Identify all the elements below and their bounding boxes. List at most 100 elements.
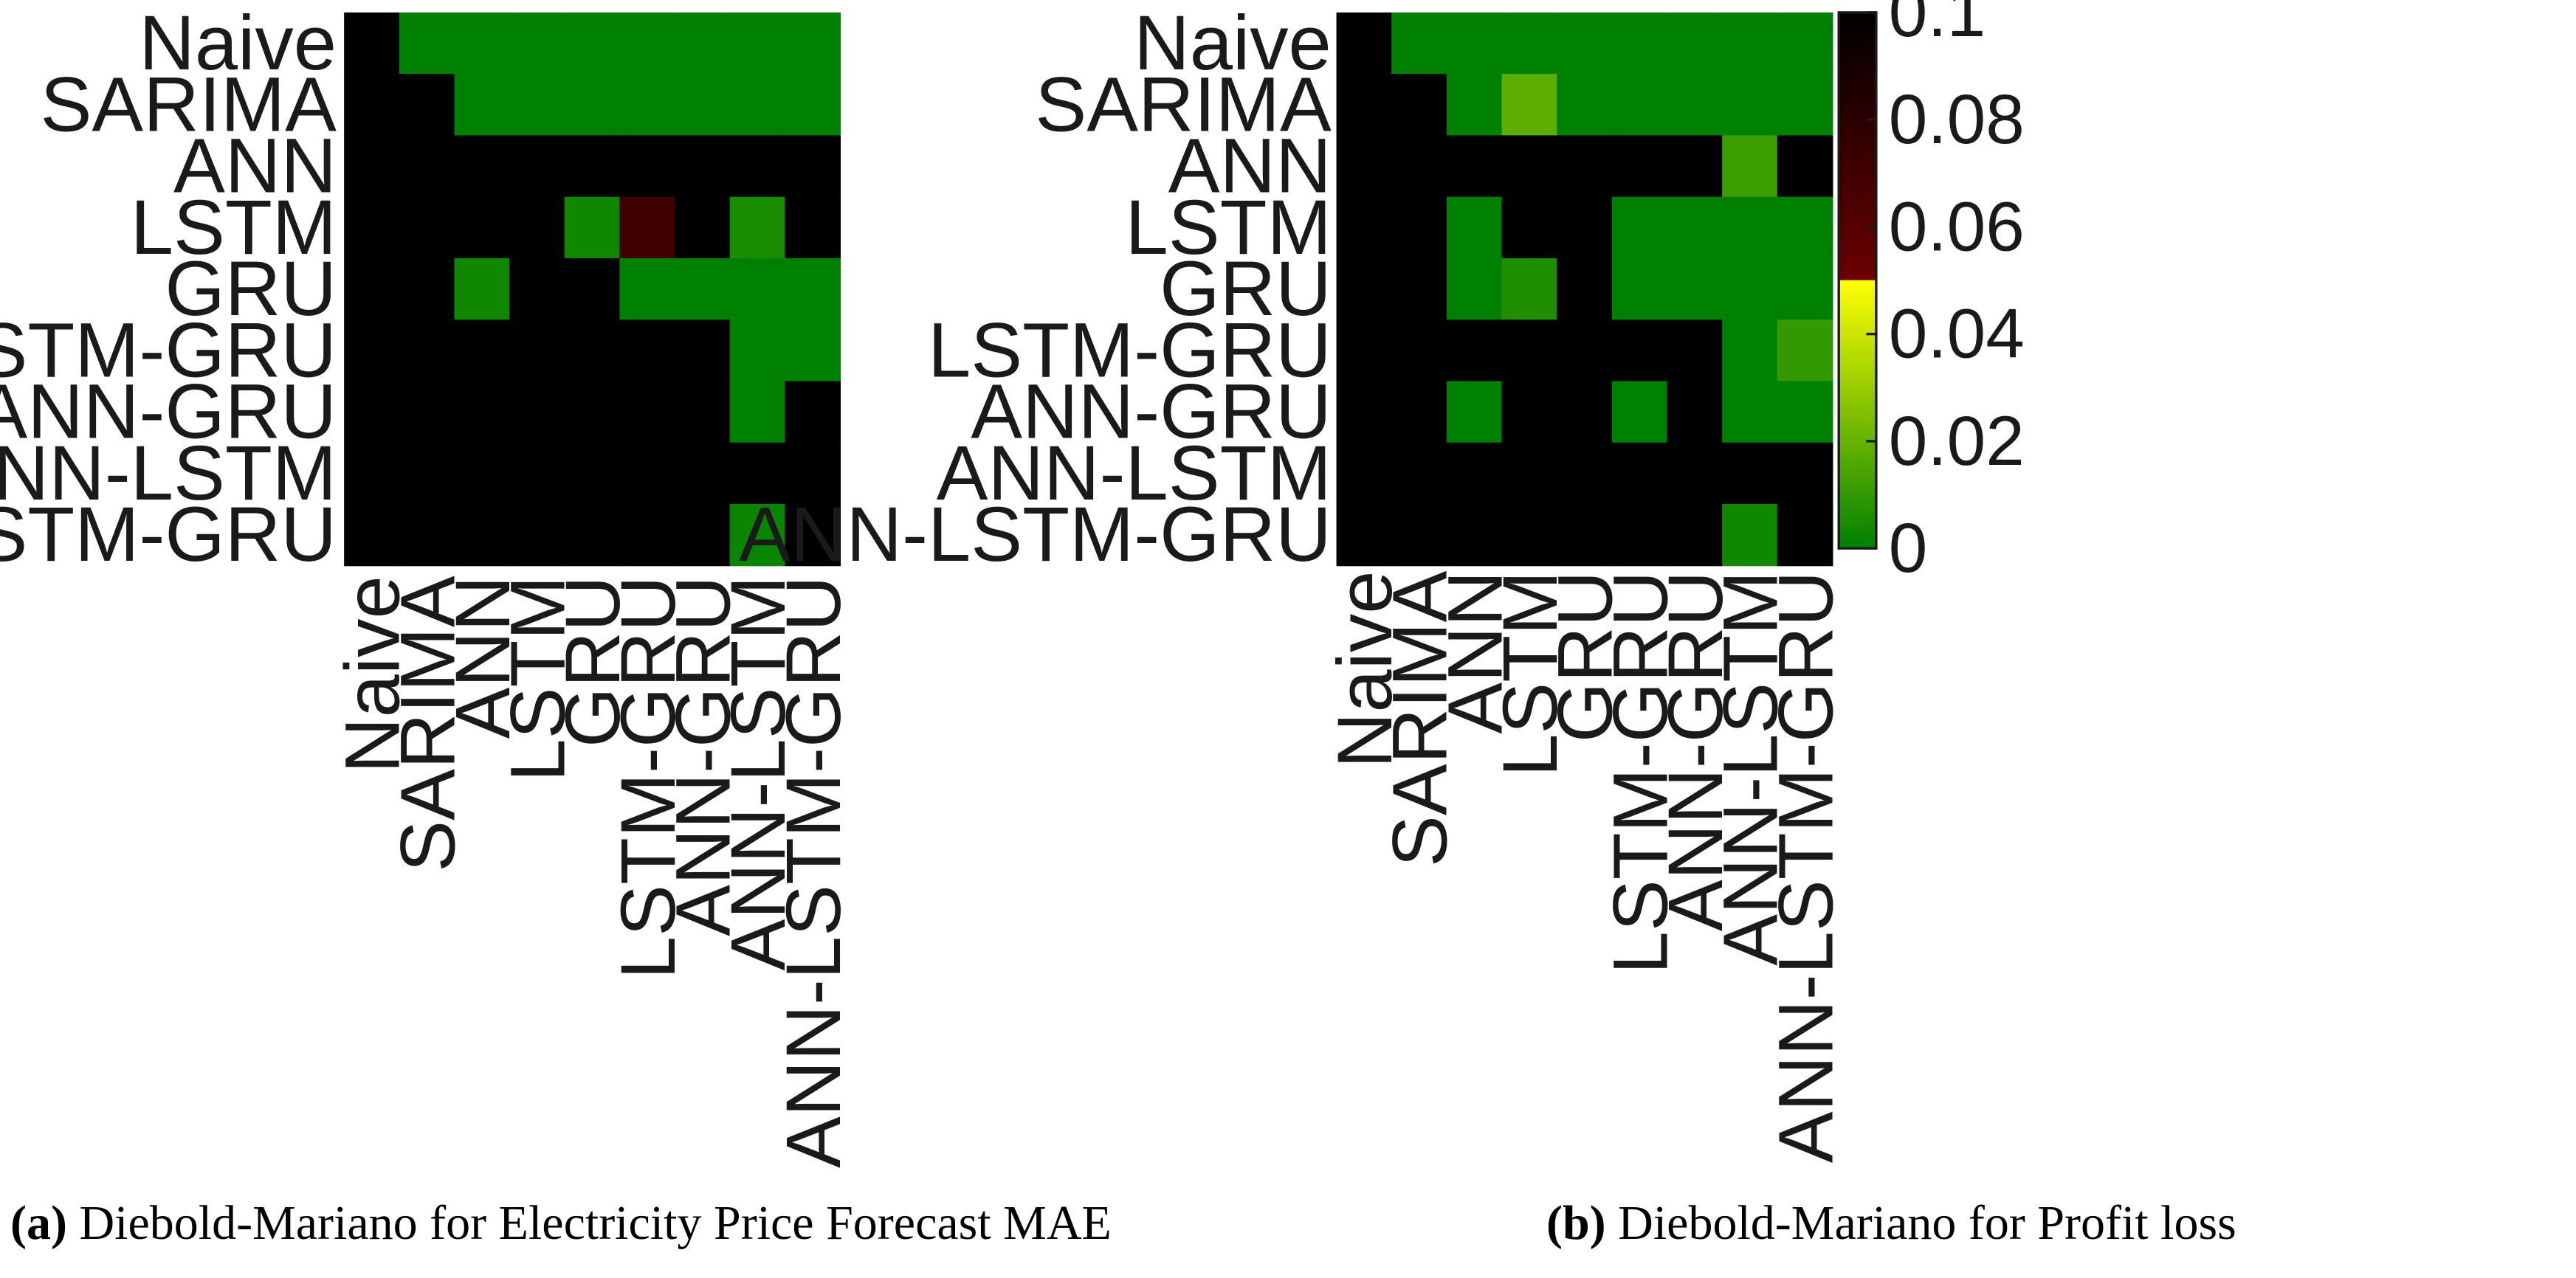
heatmap-a-cell-r3-c0 [344,196,400,259]
heatmap-b-cell-r2-c1 [1391,135,1447,198]
heatmap-a-col-label-0: Naive [330,576,416,773]
heatmap-a-cell-r2-c2 [454,135,511,198]
heatmap-panel-b: NaiveSARIMAANNLSTMGRULSTM-GRUANN-GRUANN-… [739,0,1849,1163]
heatmap-a-cell-r6-c0 [344,381,400,443]
heatmap-a-cell-r1-c5 [619,74,676,137]
heatmap-a-cell-r8-c0 [344,504,400,567]
heatmap-a-cell-r7-c5 [619,442,676,505]
heatmap-a-cell-r1-c6 [675,74,731,137]
caption-a-tag: (a) [10,1196,67,1250]
heatmap-a-cell-r3-c1 [399,196,455,259]
heatmap-b-cell-r7-c1 [1391,442,1447,505]
heatmap-b-cell-r8-c8 [1777,504,1833,567]
heatmap-a-cell-r7-c2 [454,442,511,505]
heatmap-a-row-label-1: SARIMA [41,61,337,148]
heatmap-b-cell-r7-c2 [1446,442,1503,505]
colorbar-tick-label-2: 0.04 [1889,295,2025,373]
heatmap-a-cell-r6-c3 [509,381,565,443]
heatmap-a-cell-r6-c6 [675,381,731,443]
heatmap-b-cell-r0-c8 [1777,12,1833,75]
heatmap-a-col-label-3: LSTM [495,576,582,781]
heatmap-b-cell-r0-c1 [1391,12,1447,75]
heatmap-a-cell-r7-c0 [344,442,400,505]
heatmap-a-row-label-0: Naive [139,0,337,86]
heatmap-b-row-label-6: ANN-GRU [971,369,1332,455]
heatmap-a-row-label-6: ANN-GRU [0,369,337,455]
heatmap-a-cell-r7-c4 [564,442,621,505]
heatmap-a-cell-r3-c8 [785,196,841,259]
heatmap-b-cell-r6-c2 [1446,381,1503,443]
heatmap-a-cell-r8-c3 [509,504,565,567]
caption-a-text: Diebold-Mariano for Electricity Price Fo… [79,1196,1112,1250]
heatmap-b-row-label-8: ANN-LSTM-GRU [739,491,1332,578]
heatmap-b-cell-r7-c5 [1611,442,1668,505]
heatmap-b-cell-r1-c5 [1611,74,1668,137]
heatmap-a-cell-r5-c4 [564,320,621,382]
heatmap-a-cell-r8-c5 [619,504,676,567]
colorbar-tick-label-3: 0.06 [1889,187,2025,266]
heatmap-b-cell-r6-c6 [1667,381,1723,443]
heatmap-b-cell-r3-c0 [1336,196,1393,259]
heatmap-b-cell-r6-c7 [1722,381,1778,443]
heatmap-a-cell-r0-c6 [675,12,731,75]
heatmap-b-row-label-5: LSTM-GRU [928,307,1332,393]
heatmap-a-cell-r8-c1 [399,504,455,567]
heatmap-b-cell-r0-c7 [1722,12,1778,75]
heatmap-b-cell-r4-c1 [1391,258,1447,321]
heatmap-a-cell-r5-c2 [454,320,511,382]
heatmap-b-row-label-0: Naive [1134,0,1332,86]
heatmap-a-cell-r3-c7 [729,196,786,259]
heatmap-b-cell-r7-c3 [1501,442,1558,505]
heatmap-b-cell-r0-c3 [1501,12,1558,75]
heatmap-a-cell-r2-c7 [729,135,786,198]
heatmap-b-cell-r5-c2 [1446,320,1503,382]
heatmap-a-cell-r1-c7 [729,74,786,137]
caption-a: (a) Diebold-Mariano for Electricity Pric… [10,1195,1112,1251]
heatmap-b-cell-r4-c0 [1336,258,1393,321]
heatmap-b-cell-r3-c2 [1446,196,1503,259]
heatmap-a-cell-r4-c2 [454,258,511,321]
caption-b-text: Diebold-Mariano for Profit loss [1618,1196,2236,1250]
heatmap-a-cell-r1-c3 [509,74,565,137]
heatmap-b-cell-r6-c4 [1557,381,1613,443]
heatmap-a-cell-r5-c8 [785,320,841,382]
heatmap-b-row-label-7: ANN-LSTM [937,430,1332,517]
heatmap-a-cell-r8-c6 [675,504,731,567]
heatmap-b-cell-r3-c3 [1501,196,1558,259]
heatmap-b-cell-r6-c1 [1391,381,1447,443]
heatmap-b-col-label-2: ANN [1432,571,1518,734]
heatmap-b-row-label-3: LSTM [1126,184,1332,271]
colorbar-tick-label-4: 0.08 [1889,80,2025,159]
colorbar-tick-label-5: 0.1 [1889,0,1986,52]
heatmap-b-cell-r1-c6 [1667,74,1723,137]
heatmap-a-cell-r4-c1 [399,258,455,321]
heatmap-a-cell-r2-c1 [399,135,455,198]
heatmap-a-cell-r4-c3 [509,258,565,321]
heatmap-a-cell-r7-c3 [509,442,565,505]
heatmap-b-cell-r2-c0 [1336,135,1393,198]
heatmap-b-cell-r8-c1 [1391,504,1447,567]
heatmap-a-row-label-5: LSTM-GRU [0,307,337,393]
heatmap-a-cell-r3-c5 [619,196,676,259]
heatmap-a-cell-r1-c0 [344,74,400,137]
heatmap-b-cell-r7-c0 [1336,442,1393,505]
heatmap-a-cell-r6-c8 [785,381,841,443]
heatmap-b-cell-r5-c5 [1611,320,1668,382]
heatmap-a-cell-r8-c7 [729,504,786,567]
colorbar-tick-label-0: 0 [1889,509,1928,587]
heatmap-b-cell-r4-c7 [1722,258,1778,321]
heatmap-b-cell-r5-c3 [1501,320,1558,382]
heatmap-a-cell-r0-c0 [344,12,400,75]
heatmap-b-cell-r3-c8 [1777,196,1833,259]
heatmap-b-col-label-0: Naive [1322,571,1408,769]
heatmap-b-cell-r3-c1 [1391,196,1447,259]
heatmap-a-cell-r3-c6 [675,196,731,259]
heatmap-b-cell-r4-c3 [1501,258,1558,321]
heatmap-a-row-label-7: ANN-LSTM [0,430,337,517]
heatmap-a-cell-r8-c4 [564,504,621,567]
heatmap-a-col-label-6: ANN-GRU [661,576,747,936]
heatmap-b-cell-r1-c1 [1391,74,1447,137]
heatmap-b-col-label-7: ANN-LSTM [1708,571,1794,966]
heatmap-a-cell-r0-c7 [729,12,786,75]
